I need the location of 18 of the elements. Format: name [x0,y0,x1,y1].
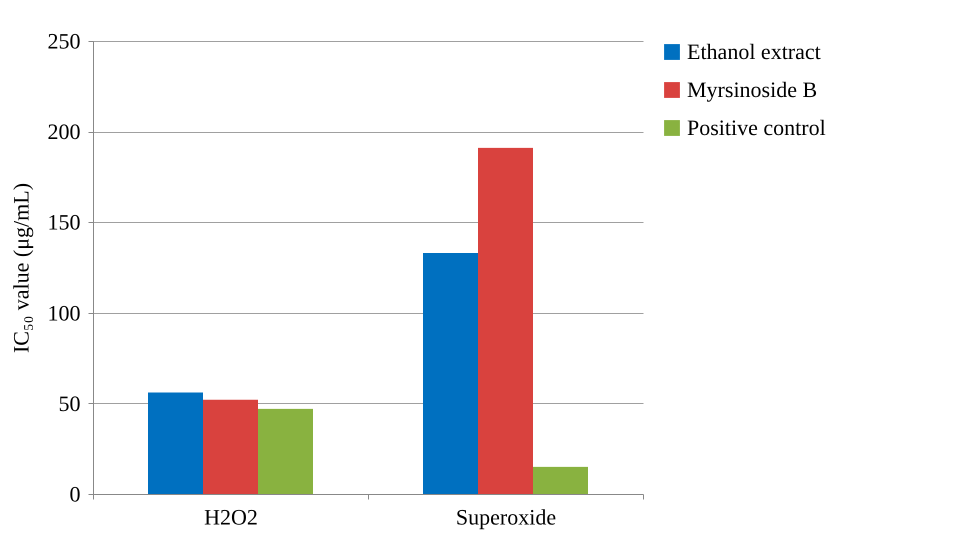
y-tick-label: 250 [48,28,80,54]
y-axis-title: IC₅₀ value (μg/mL) [8,182,34,354]
y-tick-label: 100 [48,300,80,326]
bar [478,148,533,494]
bar [258,408,313,494]
legend-label: Ethanol extract [687,39,821,64]
bar [148,392,203,494]
bar [423,253,478,494]
legend-label: Positive control [687,115,826,140]
x-tick-label: H2O2 [204,504,258,530]
bar [203,400,258,494]
x-tick-label: Superoxide [456,504,556,530]
y-tick-label: 50 [58,390,80,416]
y-tick-label: 200 [48,119,80,144]
y-tick-label: 0 [70,482,80,506]
y-tick-label: 150 [48,210,80,235]
legend-label: Myrsinoside B [687,77,818,102]
bar [533,466,588,494]
